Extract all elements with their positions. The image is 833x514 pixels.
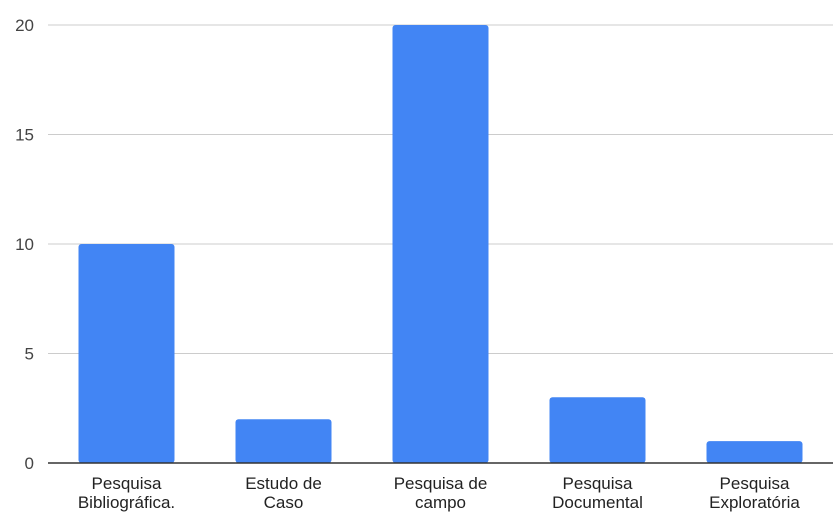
y-tick-label: 15 bbox=[15, 126, 34, 145]
x-tick-label: Estudo de Caso bbox=[245, 474, 322, 512]
bars bbox=[78, 25, 803, 463]
x-axis-labels: Pesquisa Bibliográfica. Estudo de Caso Pesqu… bbox=[78, 474, 801, 512]
y-tick-label: 0 bbox=[25, 454, 34, 473]
y-tick-label: 20 bbox=[15, 16, 34, 35]
bar-2 bbox=[392, 25, 489, 463]
x-tick-label: Pesquisa Documental bbox=[552, 474, 643, 512]
x-tick-label: Pesquisa Bibliográfica. bbox=[78, 474, 175, 512]
bar-1 bbox=[235, 419, 332, 463]
bar-4 bbox=[706, 441, 803, 463]
x-tick-label: Pesquisa de campo bbox=[394, 474, 488, 512]
x-tick-label: Pesquisa Exploratória bbox=[709, 474, 800, 512]
bar-0 bbox=[78, 244, 175, 463]
bar-3 bbox=[549, 397, 646, 463]
y-tick-label: 10 bbox=[15, 235, 34, 254]
y-axis-ticks: 0 5 10 15 20 bbox=[15, 16, 34, 473]
y-tick-label: 5 bbox=[25, 345, 34, 364]
